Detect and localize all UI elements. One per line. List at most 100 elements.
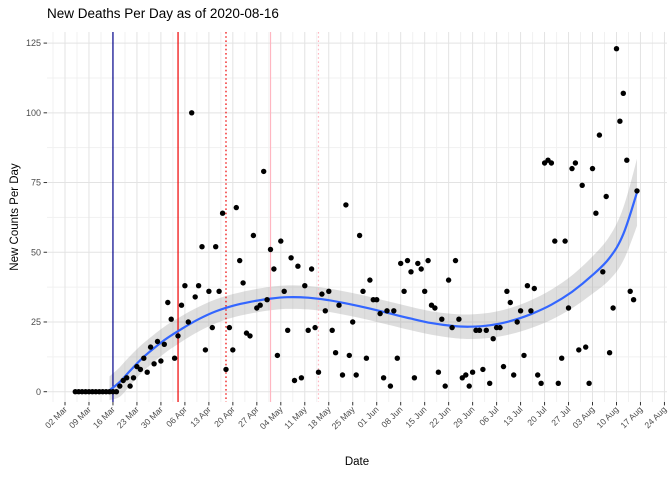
data-point: [380, 375, 387, 381]
data-point: [158, 358, 164, 364]
data-point: [548, 160, 555, 166]
data-point: [315, 369, 322, 375]
data-point: [288, 255, 294, 261]
data-point: [319, 291, 325, 297]
x-tick-label: 01 Jun: [355, 404, 380, 429]
data-point: [538, 380, 544, 386]
data-point: [343, 202, 349, 208]
data-point: [596, 132, 603, 138]
data-point: [593, 210, 599, 216]
x-tick-label: 30 Mar: [139, 404, 165, 430]
data-point: [302, 283, 308, 289]
y-axis-title: New Counts Per Day: [9, 163, 21, 271]
y-tick-label: 50: [31, 247, 41, 257]
data-point: [247, 333, 253, 339]
data-point: [189, 110, 195, 116]
data-point: [182, 283, 188, 289]
data-point: [387, 383, 394, 389]
data-point: [339, 372, 346, 378]
data-point: [452, 257, 459, 264]
data-point: [213, 244, 219, 250]
data-point: [606, 350, 613, 356]
data-point: [329, 327, 335, 333]
data-point: [168, 316, 174, 322]
data-point: [178, 302, 185, 308]
data-point: [261, 168, 267, 175]
y-tick-label: 75: [31, 178, 41, 188]
data-point: [127, 383, 133, 389]
data-point: [408, 269, 414, 275]
data-point: [569, 165, 575, 172]
data-point: [627, 288, 633, 294]
data-point: [535, 372, 541, 378]
data-point: [394, 355, 400, 361]
data-point: [415, 260, 421, 267]
data-point: [117, 383, 123, 389]
data-point: [404, 257, 411, 264]
x-tick-label: 24 Aug: [642, 404, 668, 430]
data-point: [579, 182, 585, 188]
data-point: [586, 380, 592, 386]
data-point: [624, 157, 630, 163]
data-point: [432, 305, 438, 311]
data-point: [144, 369, 150, 375]
data-point: [466, 383, 472, 389]
data-point: [233, 204, 239, 211]
data-point: [449, 324, 455, 331]
data-point: [497, 324, 503, 331]
data-point: [336, 302, 342, 308]
data-point: [610, 305, 616, 311]
data-point: [312, 324, 318, 331]
x-tick-label: 20 Jul: [525, 404, 548, 427]
x-tick-label: 11 May: [282, 404, 309, 431]
x-tick-label: 27 Jul: [549, 404, 572, 427]
data-point: [439, 316, 445, 322]
data-point: [298, 375, 305, 381]
x-tick-label: 02 Mar: [43, 404, 69, 430]
data-point: [137, 366, 144, 373]
x-tick-label: 25 May: [330, 404, 357, 431]
data-point: [326, 288, 332, 294]
event-vlines: [112, 32, 320, 402]
x-tick-label: 13 Apr: [188, 404, 213, 429]
data-point: [555, 380, 561, 386]
x-tick-label: 20 Apr: [212, 404, 237, 429]
data-point: [559, 355, 565, 361]
data-point: [209, 324, 215, 331]
data-point: [398, 260, 404, 267]
data-point: [360, 288, 366, 294]
data-point: [175, 333, 181, 339]
data-point: [350, 319, 356, 325]
data-point: [524, 283, 531, 289]
data-point: [500, 363, 507, 370]
x-tick-label: 03 Aug: [570, 404, 596, 430]
data-point: [511, 372, 517, 378]
data-point: [401, 288, 407, 294]
x-tick-label: 16 Mar: [91, 404, 117, 430]
x-tick-label: 29 Jun: [451, 404, 476, 429]
data-point: [161, 341, 167, 347]
data-point: [456, 316, 462, 322]
smooth-trend-line: [108, 191, 639, 392]
data-point: [507, 299, 513, 306]
data-point: [528, 308, 534, 314]
data-point: [278, 238, 284, 244]
x-tick-label: 27 Apr: [236, 404, 261, 429]
data-point: [185, 319, 191, 325]
data-point: [271, 266, 277, 272]
data-point: [356, 232, 363, 239]
data-point: [257, 302, 263, 308]
x-tick-label: 17 Aug: [618, 404, 644, 430]
data-point: [346, 352, 352, 359]
scatter-points: [72, 46, 640, 395]
x-tick-label: 23 Mar: [115, 404, 141, 430]
confidence-band: [109, 158, 638, 401]
data-point: [374, 297, 380, 303]
data-point: [565, 305, 572, 311]
x-tick-label: 10 Aug: [594, 404, 620, 430]
data-point: [226, 324, 233, 331]
data-point: [589, 165, 596, 172]
data-point: [171, 355, 178, 361]
data-point: [504, 288, 510, 294]
x-tick-label: 06 Apr: [164, 404, 189, 429]
